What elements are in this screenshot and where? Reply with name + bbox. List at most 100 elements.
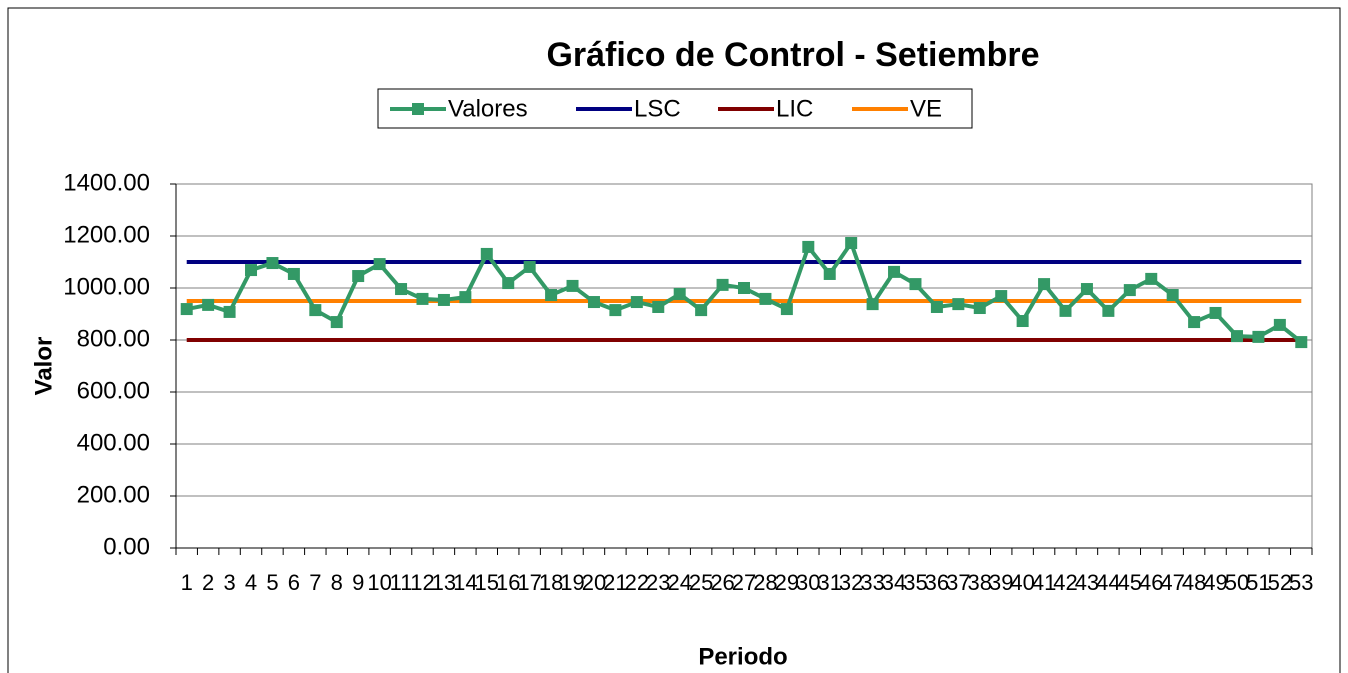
data-point — [866, 298, 879, 311]
data-point — [630, 296, 643, 309]
y-axis-label: Valor — [30, 337, 57, 396]
data-point — [1016, 315, 1029, 328]
y-tick-label: 0.00 — [103, 533, 150, 560]
legend-label: VE — [910, 95, 942, 122]
x-tick-label: 48 — [1182, 570, 1206, 595]
data-point — [1145, 272, 1158, 285]
x-tick-label: 41 — [1032, 570, 1056, 595]
data-point — [1230, 330, 1243, 343]
x-tick-label: 49 — [1203, 570, 1227, 595]
x-tick-label: 1 — [181, 570, 193, 595]
x-tick-label: 30 — [796, 570, 820, 595]
data-point — [180, 303, 193, 316]
y-tick-label: 800.00 — [77, 325, 150, 352]
x-tick-label: 16 — [496, 570, 520, 595]
x-tick-label: 32 — [839, 570, 863, 595]
x-tick-label: 50 — [1225, 570, 1249, 595]
data-point — [888, 265, 901, 278]
data-point — [1102, 304, 1115, 317]
data-point — [309, 304, 322, 317]
data-point — [352, 270, 365, 283]
x-tick-label: 5 — [266, 570, 278, 595]
data-point — [802, 240, 815, 253]
x-tick-label: 24 — [667, 570, 691, 595]
data-point — [330, 316, 343, 329]
x-tick-label: 45 — [1118, 570, 1142, 595]
x-tick-label: 52 — [1268, 570, 1292, 595]
x-tick-label: 27 — [732, 570, 756, 595]
data-point — [973, 302, 986, 315]
x-tick-label: 21 — [603, 570, 627, 595]
data-point — [1273, 318, 1286, 331]
data-point — [1209, 306, 1222, 319]
data-point — [545, 289, 558, 302]
data-point — [480, 247, 493, 260]
x-tick-label: 19 — [560, 570, 584, 595]
x-tick-label: 10 — [367, 570, 391, 595]
x-tick-label: 23 — [646, 570, 670, 595]
x-axis-label: Periodo — [698, 643, 787, 670]
data-point — [437, 293, 450, 306]
data-point — [609, 304, 622, 317]
x-tick-label: 3 — [223, 570, 235, 595]
y-tick-label: 1200.00 — [63, 221, 150, 248]
data-point — [1295, 336, 1308, 349]
data-point — [502, 277, 515, 290]
x-tick-label: 35 — [903, 570, 927, 595]
x-tick-label: 31 — [817, 570, 841, 595]
x-tick-label: 51 — [1246, 570, 1270, 595]
x-tick-label: 17 — [517, 570, 541, 595]
data-point — [459, 291, 472, 304]
chart-border — [7, 7, 1341, 673]
data-point — [223, 305, 236, 318]
data-point — [930, 300, 943, 313]
data-point — [1080, 283, 1093, 296]
data-point — [373, 258, 386, 271]
x-tick-label: 26 — [710, 570, 734, 595]
x-tick-label: 39 — [989, 570, 1013, 595]
x-tick-label: 36 — [925, 570, 949, 595]
x-tick-label: 29 — [775, 570, 799, 595]
plot-area — [175, 183, 1313, 549]
x-tick-label: 9 — [352, 570, 364, 595]
x-tick-label: 38 — [968, 570, 992, 595]
data-point — [995, 290, 1008, 303]
data-point — [716, 278, 729, 291]
data-point — [1252, 330, 1265, 343]
x-tick-label: 22 — [625, 570, 649, 595]
data-point — [695, 304, 708, 317]
data-point — [416, 292, 429, 305]
data-point — [1059, 304, 1072, 317]
x-tick-label: 47 — [1160, 570, 1184, 595]
data-point — [1038, 278, 1051, 291]
x-tick-label: 13 — [432, 570, 456, 595]
data-point — [1123, 284, 1136, 297]
data-point — [202, 298, 215, 311]
x-tick-label: 46 — [1139, 570, 1163, 595]
legend-marker — [412, 103, 424, 115]
data-point — [287, 267, 300, 280]
data-point — [952, 298, 965, 311]
data-point — [566, 279, 579, 292]
x-tick-label: 2 — [202, 570, 214, 595]
data-point — [245, 264, 258, 277]
data-point — [673, 287, 686, 300]
legend-label: Valores — [448, 95, 528, 122]
y-tick-label: 1400.00 — [63, 169, 150, 196]
data-point — [395, 283, 408, 296]
x-tick-label: 44 — [1096, 570, 1120, 595]
data-point — [523, 260, 536, 273]
chart-title: Gráfico de Control - Setiembre — [546, 36, 1039, 74]
data-point — [845, 237, 858, 250]
data-point — [652, 300, 665, 313]
data-point — [738, 282, 750, 294]
data-point — [909, 278, 922, 291]
data-point — [587, 296, 600, 309]
legend-label: LSC — [634, 95, 681, 122]
data-point — [823, 267, 836, 280]
x-tick-label: 15 — [475, 570, 499, 595]
data-point — [759, 292, 772, 305]
x-tick-label: 12 — [410, 570, 434, 595]
x-tick-label: 18 — [539, 570, 563, 595]
x-tick-label: 37 — [946, 570, 970, 595]
